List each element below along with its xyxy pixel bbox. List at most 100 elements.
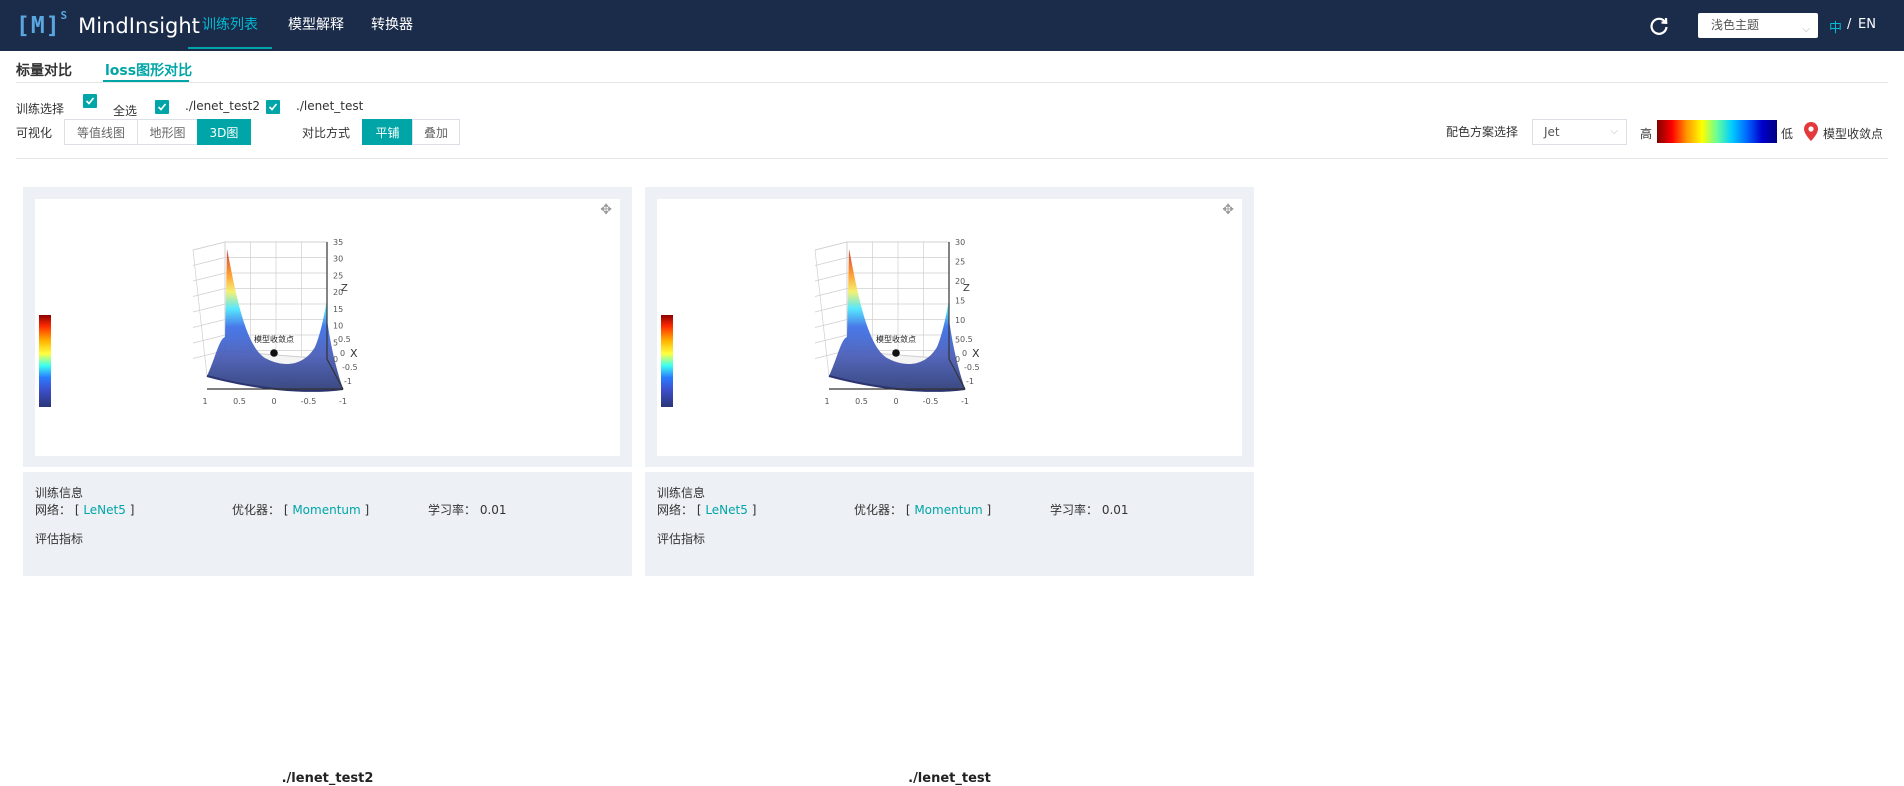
optimizer-link[interactable]: Momentum xyxy=(292,503,361,517)
z-tick-label: 15 xyxy=(333,305,343,314)
app-name: MindInsight xyxy=(78,14,200,38)
z-tick-label: 35 xyxy=(333,238,343,247)
nav-converter[interactable]: 转换器 xyxy=(371,17,413,33)
y-tick-label: 0.5 xyxy=(233,397,246,406)
z-tick-label: 20 xyxy=(955,277,965,286)
train-select-label: 训练选择 xyxy=(16,102,65,116)
x-tick-label: -0.5 xyxy=(964,363,980,372)
x-tick-label: -1 xyxy=(344,377,352,386)
lang-separator: / xyxy=(1847,17,1852,32)
training-info-title: 训练信息 xyxy=(35,486,84,500)
loss-surface xyxy=(829,249,965,391)
select-all-checkbox[interactable] xyxy=(83,94,97,108)
compare-tile-button[interactable]: 平铺 xyxy=(362,119,413,145)
network-field: 网络： [ LeNet5 ] xyxy=(35,503,135,517)
run-checkbox-lenet-test2[interactable] xyxy=(155,100,169,114)
z-tick-label: 15 xyxy=(955,297,965,306)
network-field: 网络： [ LeNet5 ] xyxy=(657,503,757,517)
run-name-caption: ./lenet_test xyxy=(908,771,991,786)
theme-select[interactable]: 浅色主题 ⌵ xyxy=(1698,13,1818,38)
y-tick-label: 0 xyxy=(893,397,898,406)
lang-en[interactable]: EN xyxy=(1858,17,1876,32)
z-tick-label: 25 xyxy=(955,258,965,267)
map-pin-icon xyxy=(1804,122,1818,145)
y-tick-label: -1 xyxy=(961,397,969,406)
z-tick-label: 30 xyxy=(333,255,343,264)
optimizer-field: 优化器： [ Momentum ] xyxy=(854,503,992,517)
z-tick-label: 0 xyxy=(333,355,338,364)
x-axis-line xyxy=(326,358,344,390)
compare-overlay-button[interactable]: 叠加 xyxy=(412,119,460,145)
color-scheme-label: 配色方案选择 xyxy=(1446,125,1519,139)
y-tick-label: -1 xyxy=(339,397,347,406)
visualize-label: 可视化 xyxy=(16,126,53,140)
convergence-point xyxy=(892,349,900,357)
y-tick-label: 0.5 xyxy=(855,397,868,406)
app-logo[interactable]: [M]S MindInsight xyxy=(16,9,200,41)
convergence-point-label: 模型收敛点 xyxy=(876,334,916,344)
x-tick-label: 0 xyxy=(962,349,967,358)
logo-mark: [M]S xyxy=(16,9,69,39)
tab-loss-compare[interactable]: loss图形对比 xyxy=(105,63,193,79)
refresh-icon[interactable] xyxy=(1647,14,1671,38)
training-info-title: 训练信息 xyxy=(657,486,706,500)
loss-3d-plot[interactable]: ✥ 35 30 25 20 15 10 5 0 Z 0.5 0 -0.5 -1 X 1 0.5 0 -0.5 -1 模… xyxy=(35,199,620,456)
z-axis-label: Z xyxy=(963,283,970,294)
run-checkbox-lenet-test[interactable] xyxy=(266,100,280,114)
active-tab-indicator xyxy=(103,80,189,82)
z-tick-label: 20 xyxy=(333,288,343,297)
convergence-legend-label: 模型收敛点 xyxy=(1823,127,1884,141)
nav-train-list[interactable]: 训练列表 xyxy=(188,0,272,49)
x-axis-label: X xyxy=(350,347,358,360)
z-tick-label: 0 xyxy=(955,355,960,364)
chevron-down-icon: ⌵ xyxy=(1610,126,1618,137)
expand-icon[interactable]: ✥ xyxy=(600,202,612,218)
y-tick-label: -0.5 xyxy=(923,397,939,406)
y-tick-label: -0.5 xyxy=(301,397,317,406)
x-axis-line xyxy=(948,358,966,390)
z-tick-label: 25 xyxy=(333,271,343,280)
lang-zh[interactable]: 中 xyxy=(1829,21,1843,36)
x-tick-label: 0 xyxy=(340,349,345,358)
plot-panel: ✥ 35 30 25 20 15 10 5 0 Z 0.5 0 -0.5 -1 X 1 0.5 0 -0.5 -1 模… xyxy=(23,187,632,467)
network-link[interactable]: LeNet5 xyxy=(705,503,748,517)
color-scheme-select[interactable]: Jet ⌵ xyxy=(1532,119,1627,145)
z-tick-label: 5 xyxy=(955,336,960,345)
tabs-divider xyxy=(16,82,1888,83)
visual-terrain-button[interactable]: 地形图 xyxy=(137,119,198,145)
visual-3d-button[interactable]: 3D图 xyxy=(197,119,251,145)
color-scale-bar xyxy=(39,315,51,407)
visual-contour-button[interactable]: 等值线图 xyxy=(64,119,138,145)
expand-icon[interactable]: ✥ xyxy=(1222,202,1234,218)
loss-surface xyxy=(207,249,343,391)
optimizer-field: 优化器： [ Momentum ] xyxy=(232,503,370,517)
loss-card: ✥ 35 30 25 20 15 10 5 0 Z 0.5 0 -0.5 -1 X 1 0.5 0 -0.5 -1 模… xyxy=(23,187,632,786)
learning-rate-field: 学习率： 0.01 xyxy=(428,503,507,517)
color-high-label: 高 xyxy=(1640,127,1653,141)
training-info-panel: 训练信息 网络： [ LeNet5 ] 优化器： [ Momentum ] 学习… xyxy=(23,472,632,576)
select-all-label: 全选 xyxy=(113,104,138,118)
z-tick-label: 30 xyxy=(955,238,965,247)
x-tick-label: 0.5 xyxy=(338,335,351,344)
loss-3d-plot[interactable]: ✥ 30 25 20 15 10 5 0 Z 0.5 0 -0.5 -1 X 1 0.5 0 -0.5 -1 模型收… xyxy=(657,199,1242,456)
run-name-caption: ./lenet_test2 xyxy=(281,771,374,786)
network-link[interactable]: LeNet5 xyxy=(83,503,126,517)
x-tick-label: 0.5 xyxy=(960,335,973,344)
training-info-panel: 训练信息 网络： [ LeNet5 ] 优化器： [ Momentum ] 学习… xyxy=(645,472,1254,576)
optimizer-link[interactable]: Momentum xyxy=(914,503,983,517)
loss-card: ✥ 30 25 20 15 10 5 0 Z 0.5 0 -0.5 -1 X 1 0.5 0 -0.5 -1 模型收… xyxy=(645,187,1254,786)
convergence-point-label: 模型收敛点 xyxy=(254,334,294,344)
color-scale-bar xyxy=(661,315,673,407)
x-axis-label: X xyxy=(972,347,980,360)
chevron-down-icon: ⌵ xyxy=(1802,24,1810,35)
tab-scalar-compare[interactable]: 标量对比 xyxy=(16,63,72,79)
nav-model-explain[interactable]: 模型解释 xyxy=(288,17,344,33)
learning-rate-field: 学习率： 0.01 xyxy=(1050,503,1129,517)
z-tick-label: 10 xyxy=(333,322,343,331)
compare-mode-label: 对比方式 xyxy=(302,126,351,140)
color-gradient-bar xyxy=(1657,120,1777,143)
run-label-lenet-test: ./lenet_test xyxy=(296,99,364,113)
controls-divider xyxy=(16,158,1888,159)
z-axis-label: Z xyxy=(341,283,348,294)
